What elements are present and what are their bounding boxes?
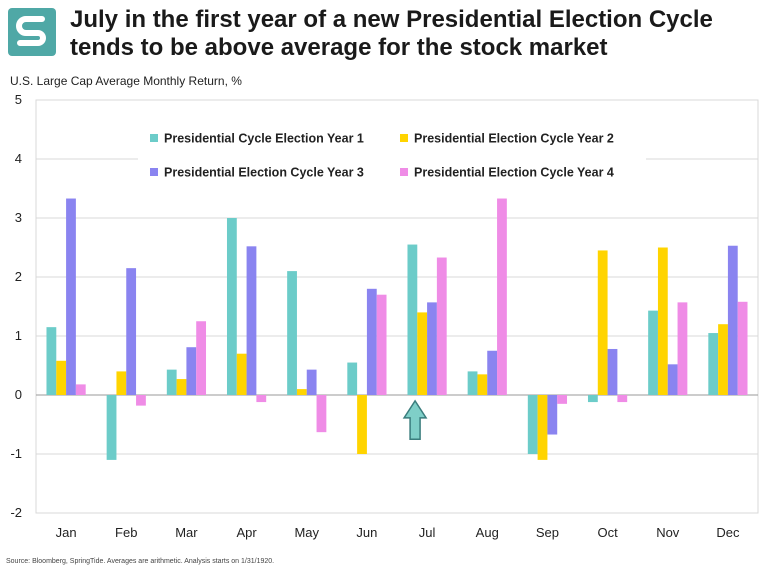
bar — [376, 294, 387, 395]
bar — [497, 198, 507, 395]
x-tick-label: Dec — [716, 525, 740, 540]
bar — [75, 384, 86, 395]
legend-label: Presidential Election Cycle Year 3 — [164, 166, 364, 180]
y-tick-label: -2 — [10, 505, 22, 520]
bar — [677, 302, 688, 395]
bar — [737, 301, 748, 395]
bar — [436, 257, 447, 395]
bar — [226, 218, 237, 395]
legend-label: Presidential Election Cycle Year 4 — [414, 166, 614, 180]
legend-swatch — [150, 168, 158, 176]
bar — [56, 360, 67, 395]
y-tick-label: 1 — [15, 328, 22, 343]
x-tick-label: Jun — [356, 525, 377, 540]
bar — [527, 395, 538, 454]
bar — [116, 371, 127, 395]
bar — [357, 395, 367, 454]
bar — [287, 271, 297, 395]
bar — [196, 321, 207, 395]
bar — [136, 395, 146, 406]
bar — [667, 364, 678, 395]
bar — [246, 246, 257, 395]
page-title: July in the first year of a new Presiden… — [70, 6, 713, 61]
springtide-logo-icon — [8, 8, 56, 56]
y-axis-label: U.S. Large Cap Average Monthly Return, % — [10, 74, 242, 88]
bar — [316, 395, 327, 433]
bar — [467, 371, 478, 395]
bar — [537, 395, 548, 460]
bar — [547, 395, 558, 435]
bar — [256, 395, 267, 403]
y-tick-label: -1 — [10, 446, 22, 461]
bar — [718, 324, 728, 395]
x-tick-label: Oct — [597, 525, 618, 540]
bar — [106, 395, 117, 460]
bar — [186, 347, 197, 395]
bar — [407, 244, 418, 395]
bar — [347, 362, 358, 395]
bar — [46, 327, 57, 395]
bar — [366, 288, 377, 395]
bar — [657, 247, 668, 395]
legend-label: Presidential Cycle Election Year 1 — [164, 132, 364, 146]
source-note: Source: Bloomberg, SpringTide. Averages … — [6, 558, 275, 565]
x-tick-label: Jan — [56, 525, 77, 540]
arrow-up-icon — [402, 399, 428, 440]
bar — [708, 333, 719, 395]
bar — [477, 374, 488, 395]
y-tick-label: 4 — [15, 151, 22, 166]
x-tick-label: Aug — [476, 525, 499, 540]
x-tick-label: Mar — [175, 525, 198, 540]
bar — [597, 250, 608, 395]
bar — [607, 348, 618, 395]
bar — [648, 310, 658, 395]
y-tick-label: 5 — [15, 92, 22, 107]
bar — [557, 395, 568, 404]
bar — [126, 268, 137, 395]
legend-swatch — [400, 134, 408, 142]
x-tick-label: Feb — [115, 525, 137, 540]
bar — [166, 369, 177, 395]
bar — [727, 245, 738, 395]
bar — [587, 395, 598, 403]
bar — [427, 302, 437, 395]
x-tick-label: Nov — [656, 525, 680, 540]
bar — [417, 312, 428, 395]
legend-swatch — [150, 134, 158, 142]
bar — [296, 389, 307, 395]
bar — [487, 350, 498, 395]
y-tick-label: 0 — [15, 387, 22, 402]
x-tick-label: Apr — [236, 525, 257, 540]
bar — [617, 395, 628, 403]
legend-swatch — [400, 168, 408, 176]
y-tick-label: 2 — [15, 269, 22, 284]
x-tick-label: May — [294, 525, 319, 540]
legend-label: Presidential Election Cycle Year 2 — [414, 132, 614, 146]
x-tick-label: Jul — [419, 525, 436, 540]
bar — [66, 198, 76, 395]
legend — [138, 126, 646, 188]
bar — [236, 353, 247, 395]
bar — [176, 379, 187, 395]
y-tick-label: 3 — [15, 210, 22, 225]
x-tick-label: Sep — [536, 525, 559, 540]
bar — [306, 369, 317, 395]
